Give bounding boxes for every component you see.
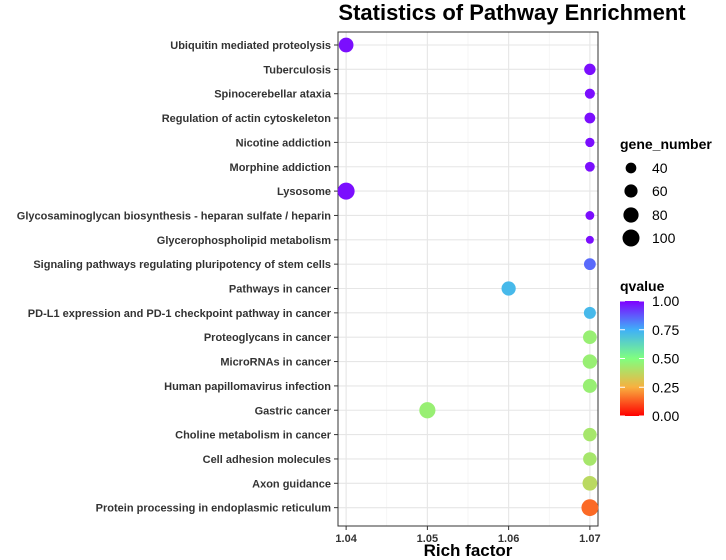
size-legend-label: 60	[652, 183, 668, 199]
data-point	[583, 258, 596, 271]
data-point	[419, 402, 436, 419]
color-legend-label: 0.50	[652, 351, 679, 367]
data-point	[583, 427, 597, 442]
y-tick-label: Gastric cancer	[255, 405, 332, 417]
y-tick-label: Lysosome	[277, 186, 331, 198]
color-legend-label: 0.25	[652, 379, 679, 395]
data-point	[583, 330, 597, 345]
y-tick-label: Axon guidance	[252, 478, 331, 490]
data-point	[585, 235, 594, 244]
y-tick-label: Glycosaminoglycan biosynthesis - heparan…	[17, 210, 331, 222]
x-axis-label: Rich factor	[424, 541, 513, 560]
data-point	[583, 306, 596, 319]
data-point	[585, 211, 595, 220]
size-legend-label: 40	[652, 160, 668, 176]
data-point	[582, 354, 598, 369]
data-point	[583, 452, 597, 466]
data-point	[337, 182, 355, 200]
data-point	[501, 281, 516, 296]
grid-lines	[338, 32, 598, 526]
data-point	[584, 63, 596, 76]
y-tick-label: Nicotine addiction	[236, 137, 332, 149]
data-point	[582, 475, 598, 491]
y-tick-label: Spinocerebellar ataxia	[214, 89, 332, 101]
color-legend-label: 1.00	[652, 293, 679, 309]
y-tick-label: PD-L1 expression and PD-1 checkpoint pat…	[28, 308, 332, 320]
x-tick-label: 1.04	[335, 533, 357, 545]
y-tick-label: MicroRNAs in cancer	[220, 357, 331, 369]
data-point	[581, 499, 599, 517]
data-point	[338, 37, 354, 53]
y-tick-label: Regulation of actin cytoskeleton	[162, 113, 332, 125]
data-points	[337, 37, 599, 517]
y-tick-label: Glycerophospholipid metabolism	[157, 235, 331, 247]
size-legend-dot	[625, 162, 637, 174]
data-point	[582, 378, 597, 393]
data-point	[584, 161, 595, 172]
x-tick-label: 1.05	[417, 533, 438, 545]
color-legend-title: qvalue	[620, 278, 665, 294]
color-legend: qvalue 1.00 0.75 0.50 0.25 0.00	[620, 278, 679, 424]
y-tick-label: Proteoglycans in cancer	[204, 332, 332, 344]
y-tick-label: Human papillomavirus infection	[164, 381, 331, 393]
size-legend-dot	[624, 184, 638, 198]
y-tick-label: Ubiquitin mediated proteolysis	[170, 40, 331, 52]
size-legend: gene_number 40 60 80 100	[620, 136, 712, 247]
data-point	[584, 112, 596, 124]
x-tick-label: 1.06	[498, 533, 519, 545]
chart-title: Statistics of Pathway Enrichment	[338, 0, 686, 25]
x-tick-label: 1.07	[579, 533, 600, 545]
y-tick-label: Morphine addiction	[230, 162, 332, 174]
y-tick-label: Choline metabolism in cancer	[175, 430, 332, 442]
data-point	[584, 88, 595, 99]
plot-panel	[337, 31, 599, 527]
size-legend-label: 100	[652, 230, 676, 246]
size-legend-title: gene_number	[620, 136, 712, 152]
size-legend-label: 80	[652, 207, 668, 223]
size-legend-dot	[623, 207, 639, 223]
y-tick-label: Pathways in cancer	[229, 284, 332, 296]
size-legend-dot	[622, 229, 640, 247]
y-tick-label: Signaling pathways regulating pluripoten…	[33, 259, 331, 271]
color-legend-label: 0.00	[652, 408, 679, 424]
x-axis-ticks: 1.04 1.05 1.06 1.07	[335, 526, 601, 545]
color-legend-label: 0.75	[652, 322, 679, 338]
y-tick-label: Tuberculosis	[263, 64, 331, 76]
y-axis-labels: Ubiquitin mediated proteolysis Tuberculos…	[17, 40, 338, 515]
y-tick-label: Protein processing in endoplasmic reticu…	[96, 503, 332, 515]
data-point	[585, 137, 595, 148]
y-tick-label: Cell adhesion molecules	[203, 454, 331, 466]
